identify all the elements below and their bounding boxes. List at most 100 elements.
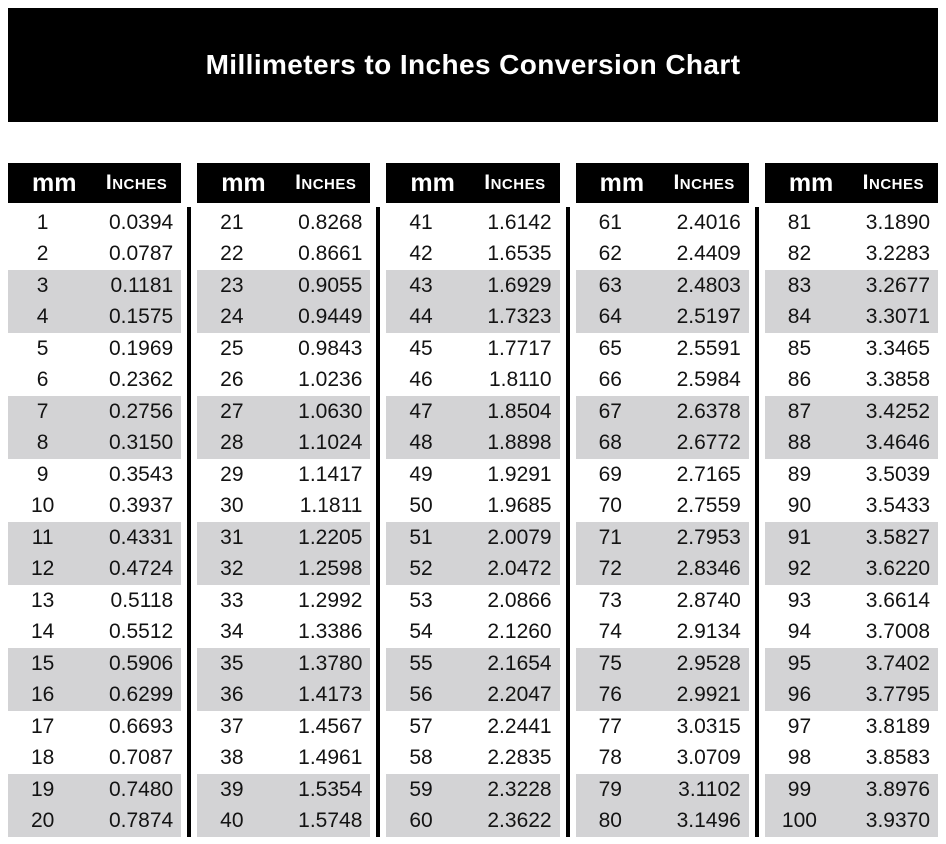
mm-value: 57 [409, 714, 433, 738]
table-row: 72 2.8346 [575, 553, 749, 585]
mm-value: 83 [787, 273, 812, 297]
inches-value: 2.6772 [676, 431, 741, 455]
mm-value: 45 [409, 336, 433, 360]
table-row: 96 3.7795 [764, 679, 939, 711]
mm-value: 34 [220, 620, 244, 644]
mm-value: 9 [36, 462, 49, 486]
mm-value: 40 [220, 809, 244, 833]
mm-value: 73 [598, 588, 622, 612]
column-header-mm: mm [410, 168, 455, 197]
mm-value: 67 [598, 399, 622, 423]
inches-value: 1.8110 [488, 368, 552, 392]
mm-value: 6 [36, 368, 49, 392]
table-row: 94 3.7008 [765, 617, 938, 649]
table-row: 55 2.1654 [386, 648, 560, 680]
mm-value: 74 [598, 620, 622, 644]
table-row: 77 3.0315 [576, 711, 749, 743]
mm-value: 52 [409, 557, 433, 581]
table-header-row: mm Inches [575, 163, 749, 203]
mm-value: 59 [409, 777, 433, 801]
table-row: 68 2.6772 [575, 427, 749, 459]
mm-value: 23 [220, 273, 244, 297]
mm-value: 80 [598, 809, 622, 833]
table-header-row: mm Inches [197, 163, 371, 203]
inches-value: 3.8189 [865, 714, 931, 738]
inches-value: 3.4252 [865, 399, 931, 423]
inches-value: 0.5906 [108, 651, 174, 675]
table-row: 42 1.6535 [386, 239, 559, 271]
inches-value: 3.0709 [676, 746, 741, 770]
table-row: 88 3.4646 [764, 427, 939, 459]
table-row: 37 1.4567 [197, 711, 370, 743]
table-row: 60 2.3622 [386, 805, 560, 837]
table-row: 53 2.0866 [386, 585, 559, 617]
mm-value: 96 [787, 683, 812, 707]
inches-value: 0.6693 [108, 714, 174, 738]
column-header-mm: mm [788, 168, 834, 197]
inches-value: 0.2362 [108, 368, 174, 392]
mm-value: 14 [30, 620, 55, 644]
table-row: 62 2.4409 [576, 239, 749, 271]
table-row: 17 0.6693 [8, 711, 181, 743]
table-row: 34 1.3386 [197, 617, 370, 649]
table-row: 97 3.8189 [765, 711, 938, 743]
table-row: 73 2.8740 [576, 585, 749, 617]
inches-value: 3.9370 [865, 809, 931, 833]
inches-value: 0.7087 [108, 746, 174, 770]
inches-value: 3.6614 [865, 588, 931, 612]
inches-value: 3.2283 [865, 242, 931, 266]
inches-value: 1.8504 [487, 399, 552, 423]
mm-value: 64 [598, 305, 622, 329]
mm-value: 70 [598, 494, 622, 518]
table-row: 90 3.5433 [765, 491, 938, 523]
mm-value: 26 [220, 368, 244, 392]
table-row: 30 1.1811 [197, 491, 370, 523]
table-row: 51 2.0079 [386, 522, 560, 554]
conversion-table-mm-81-100: mm Inches 81 3.1890 82 3.2283 83 3.2677 … [764, 163, 939, 837]
table-row: 63 2.4803 [575, 270, 749, 302]
table-header-row: mm Inches [764, 163, 939, 203]
mm-value: 75 [598, 651, 622, 675]
mm-value: 51 [409, 525, 433, 549]
mm-value: 22 [220, 242, 244, 266]
mm-value: 53 [409, 588, 433, 612]
mm-value: 49 [409, 462, 433, 486]
table-row: 44 1.7323 [386, 301, 560, 333]
table-row: 58 2.2835 [386, 743, 559, 775]
mm-value: 61 [598, 210, 622, 234]
table-body: 21 0.8268 22 0.8661 23 0.9055 24 0.9449 … [197, 207, 371, 837]
table-row: 98 3.8583 [765, 743, 938, 775]
table-header-row: mm Inches [8, 163, 182, 203]
inches-value: 1.3386 [298, 620, 363, 644]
column-header-inches: Inches [295, 171, 357, 194]
inches-value: 3.4646 [865, 431, 931, 455]
inches-value: 1.9685 [487, 494, 552, 518]
table-divider [376, 207, 381, 837]
inches-value: 3.7795 [865, 683, 931, 707]
inches-value: 2.7953 [676, 525, 741, 549]
mm-value: 2 [36, 242, 49, 266]
table-row: 66 2.5984 [576, 365, 749, 397]
inches-value: 1.0236 [298, 368, 363, 392]
inches-value: 2.0079 [487, 525, 552, 549]
table-row: 33 1.2992 [197, 585, 370, 617]
table-row: 52 2.0472 [386, 553, 560, 585]
table-row: 100 3.9370 [764, 805, 939, 837]
mm-value: 19 [30, 777, 55, 801]
page-title: Millimeters to Inches Conversion Chart [205, 49, 741, 80]
table-row: 3 0.1181 [8, 270, 182, 302]
inches-value: 2.8740 [676, 588, 741, 612]
table-row: 64 2.5197 [575, 301, 749, 333]
table-divider [754, 207, 759, 837]
inches-value: 2.1654 [487, 651, 552, 675]
table-row: 36 1.4173 [197, 679, 371, 711]
mm-value: 28 [220, 431, 244, 455]
inches-value: 2.2441 [487, 714, 552, 738]
inches-value: 0.1181 [110, 273, 174, 297]
mm-value: 18 [30, 746, 55, 770]
mm-value: 78 [598, 746, 622, 770]
table-row: 1 0.0394 [8, 207, 181, 239]
mm-value: 43 [409, 273, 433, 297]
inches-value: 0.5118 [110, 588, 174, 612]
inches-value: 1.9291 [487, 462, 552, 486]
